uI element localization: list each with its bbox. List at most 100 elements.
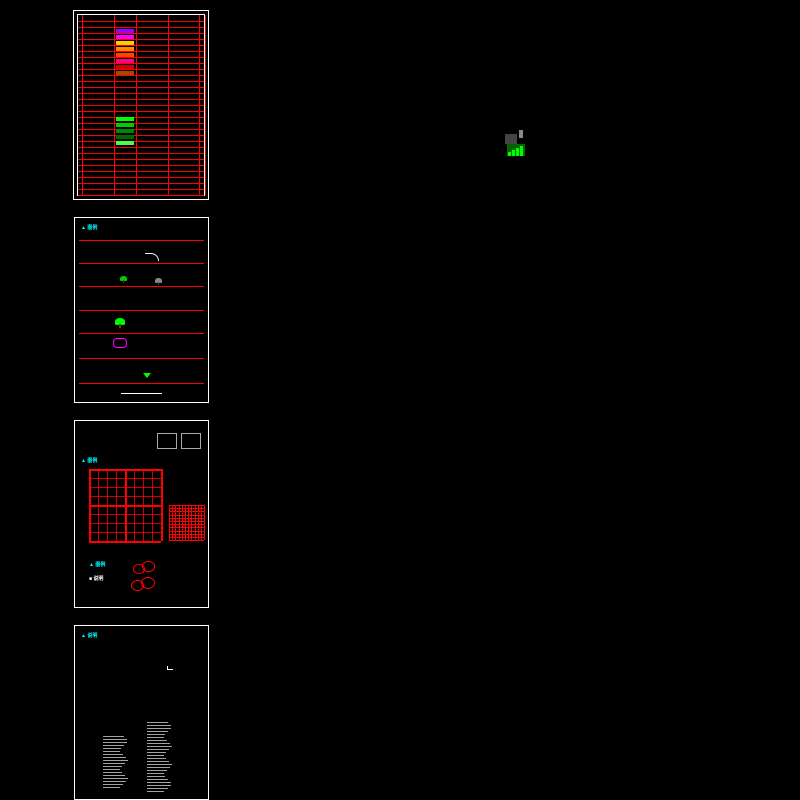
color-stripe [116,71,134,75]
grid2-hline [169,511,204,512]
text-line [103,736,124,737]
grid1-vline [98,469,99,541]
table-row-line [78,111,204,112]
color-stripe [116,65,134,69]
table-col-line [205,15,206,195]
grid2-hline [169,508,204,509]
text-line [147,764,172,765]
legend-row-line [79,263,204,264]
text-line [103,787,120,788]
color-stripe [116,41,134,45]
top-box [181,433,201,449]
table-row-line [78,159,204,160]
table-row-line [78,27,204,28]
mini-bar-chart [507,144,525,156]
color-stripe [116,35,134,39]
widget-block [505,134,517,144]
grid2-hline [169,540,204,541]
grid2-hline [169,531,204,532]
text-line [147,791,164,792]
text-line [147,788,168,789]
grid2-vline [195,505,196,540]
color-stripe [116,123,134,127]
notes-panel: ▲ 说明 [74,625,209,800]
table-row-line [78,87,204,88]
text-line [147,767,170,768]
table-row-line [78,39,204,40]
text-line [147,776,165,777]
tree-icon [155,278,162,285]
table-row-line [78,99,204,100]
text-line [147,734,165,735]
grid1-vline [134,469,135,541]
table-row-line [78,105,204,106]
chart-bar [516,148,519,156]
table-row-line [78,123,204,124]
text-line [147,731,168,732]
tree-icon [120,276,127,283]
grid2-hline [169,515,204,516]
text-line [103,763,125,764]
top-box [157,433,177,449]
table-row-line [78,81,204,82]
text-line [103,775,125,776]
chart-bar [520,146,523,156]
table-row-line [78,33,204,34]
grid1-vline [143,469,144,541]
text-line [103,745,124,746]
text-line [147,755,164,756]
table-col-line [168,15,169,195]
grid2-hline [169,505,204,506]
legend-icons-panel: ▲ 图例 [74,217,209,403]
cloud-icon [133,561,155,575]
tree-icon [115,318,125,328]
legend-row-line [79,310,204,311]
text-line [103,739,127,740]
text-line [147,722,168,723]
color-stripe [116,59,134,63]
text-line [147,749,169,750]
chart-bar [512,150,515,156]
color-stripe [116,141,134,145]
table-col-line [82,15,83,195]
table-row-line [78,21,204,22]
text-line [103,784,123,785]
text-line [103,748,121,749]
table-row-line [78,171,204,172]
text-line [147,779,168,780]
text-line [147,773,164,774]
grid2-hline [169,518,204,519]
grid1-vline [116,469,117,541]
mark-icon [167,666,173,670]
grid2-vline [198,505,199,540]
table-row-line [78,117,204,118]
text-line [103,760,128,761]
grid1-vline [89,469,91,541]
text-column [103,736,129,790]
grid2-vline [169,505,170,540]
side-widget-chart [505,130,533,156]
grid1-vline [107,469,108,541]
grid2-vline [185,505,186,540]
cloud-icon [131,577,155,593]
grid2-vline [172,505,173,540]
text-column [147,722,173,794]
color-table-panel [73,10,209,200]
table-row-line [78,45,204,46]
table-row-line [78,51,204,52]
panel3-label: ■ 说明 [89,575,103,582]
text-line [147,782,171,783]
legend-row-line [79,286,204,287]
color-stripe [116,53,134,57]
text-line [103,769,120,770]
text-line [147,740,167,741]
legend-row-line [79,333,204,334]
diamond-icon [143,373,151,378]
text-line [103,754,123,755]
grid2-vline [191,505,192,540]
text-line [147,737,164,738]
grid2-vline [201,505,202,540]
table-row-line [78,165,204,166]
widget-block [519,130,523,138]
color-stripe [116,135,134,139]
